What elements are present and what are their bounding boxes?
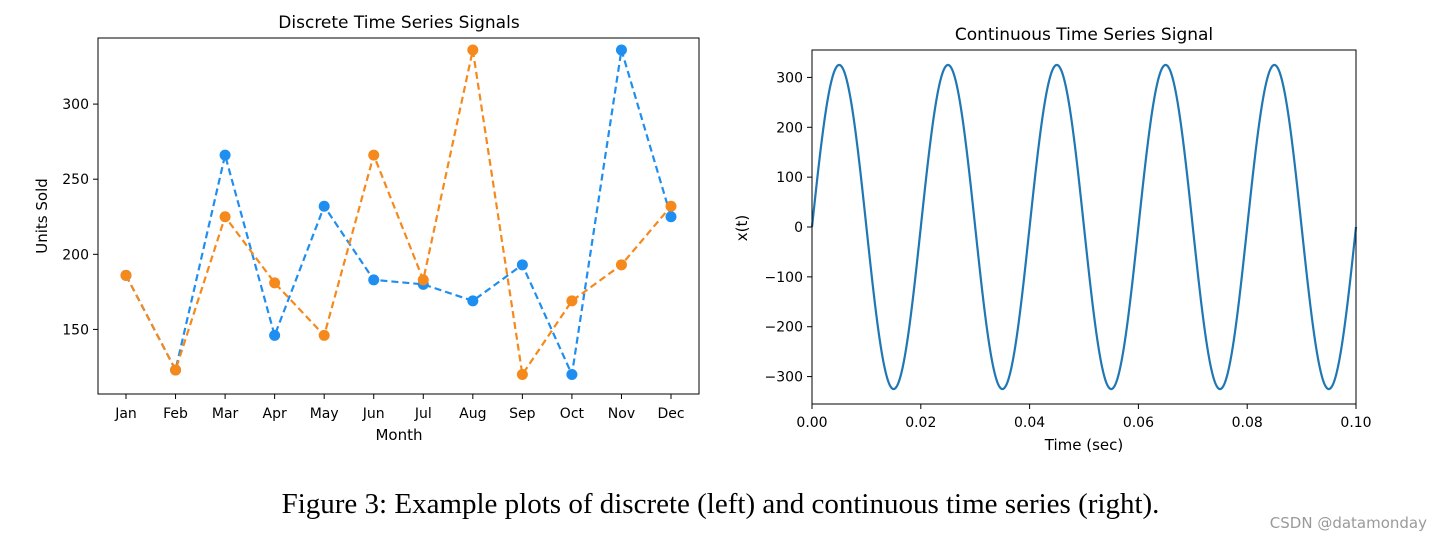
y-tick-label: 250 <box>62 172 89 188</box>
x-tick-label: Nov <box>608 406 635 422</box>
data-point <box>219 211 231 223</box>
x-tick-label: 0.10 <box>1340 415 1371 431</box>
x-tick-label: 0.02 <box>905 415 936 431</box>
x-axis-label: Month <box>375 426 422 444</box>
data-point <box>269 277 281 289</box>
data-point <box>120 269 132 281</box>
data-point <box>566 295 578 307</box>
x-tick-label: Apr <box>263 406 287 422</box>
plot-frame <box>811 49 1357 405</box>
series-line <box>125 49 672 378</box>
x-tick-label: 0.06 <box>1123 415 1154 431</box>
watermark: CSDN @datamonday <box>1269 514 1427 532</box>
x-tick-label: 0.00 <box>796 415 827 431</box>
series-orange <box>120 44 677 380</box>
x-tick-label: Jun <box>362 406 385 422</box>
series-blue <box>120 44 677 380</box>
y-tick-label: 200 <box>776 120 803 136</box>
x-tick-label: Sep <box>509 406 536 422</box>
data-point <box>516 259 528 271</box>
y-tick-label: −300 <box>765 370 803 386</box>
chart-title: Discrete Time Series Signals <box>278 13 520 33</box>
x-axis-label: Time (sec) <box>1044 436 1123 454</box>
data-point <box>467 44 479 56</box>
x-axis: Jan Feb Mar Apr May Jun Jul Aug Sep Oct Nov Dec <box>114 394 685 422</box>
y-tick-label: 0 <box>794 220 803 236</box>
data-point <box>665 211 677 223</box>
data-point <box>615 44 627 56</box>
data-point <box>665 200 677 212</box>
figure: Discrete Time Series Signals 150 200 250 30… <box>33 13 1372 454</box>
data-point <box>566 368 578 380</box>
y-tick-label: 300 <box>62 97 89 113</box>
y-tick-label: 200 <box>62 247 89 263</box>
x-tick-label: Jul <box>414 406 432 422</box>
signal-line <box>810 63 1358 391</box>
data-point <box>368 149 380 161</box>
data-point <box>467 295 479 307</box>
x-tick-label: 0.08 <box>1232 415 1263 431</box>
data-point <box>615 259 627 271</box>
data-point <box>219 149 231 161</box>
x-tick-label: Mar <box>212 406 239 422</box>
data-point <box>170 364 182 376</box>
y-tick-label: −200 <box>765 320 803 336</box>
chart-title: Continuous Time Series Signal <box>955 25 1213 45</box>
continuous-chart: Continuous Time Series Signal −300 −200 −1… <box>733 25 1372 454</box>
data-point <box>318 200 330 212</box>
data-point <box>318 329 330 341</box>
x-axis: 0.00 0.02 0.04 0.06 0.08 0.10 <box>796 404 1372 431</box>
x-tick-label: Oct <box>560 406 585 422</box>
y-axis: −300 −200 −100 0 100 200 300 <box>765 70 812 386</box>
y-tick-label: 100 <box>776 170 803 186</box>
data-point <box>417 274 429 286</box>
x-tick-label: 0.04 <box>1014 415 1045 431</box>
x-tick-label: Jan <box>114 406 137 422</box>
y-tick-label: −100 <box>765 270 803 286</box>
data-point <box>368 274 380 286</box>
data-point <box>269 329 281 341</box>
y-tick-label: 150 <box>62 322 89 338</box>
x-tick-label: Aug <box>459 406 486 422</box>
x-tick-label: May <box>310 406 339 422</box>
plot-frame <box>97 37 700 395</box>
data-point <box>516 368 528 380</box>
x-tick-label: Dec <box>657 406 684 422</box>
y-axis-label: x(t) <box>733 215 751 241</box>
series-group <box>120 44 677 380</box>
y-axis-label: Units Sold <box>33 178 51 254</box>
series-line <box>125 49 673 379</box>
x-tick-label: Feb <box>163 406 188 422</box>
y-axis: 150 200 250 300 <box>62 97 98 338</box>
figure-caption: Figure 3: Example plots of discrete (lef… <box>281 488 1160 520</box>
y-tick-label: 300 <box>776 70 803 86</box>
discrete-chart: Discrete Time Series Signals 150 200 250 30… <box>33 13 700 444</box>
